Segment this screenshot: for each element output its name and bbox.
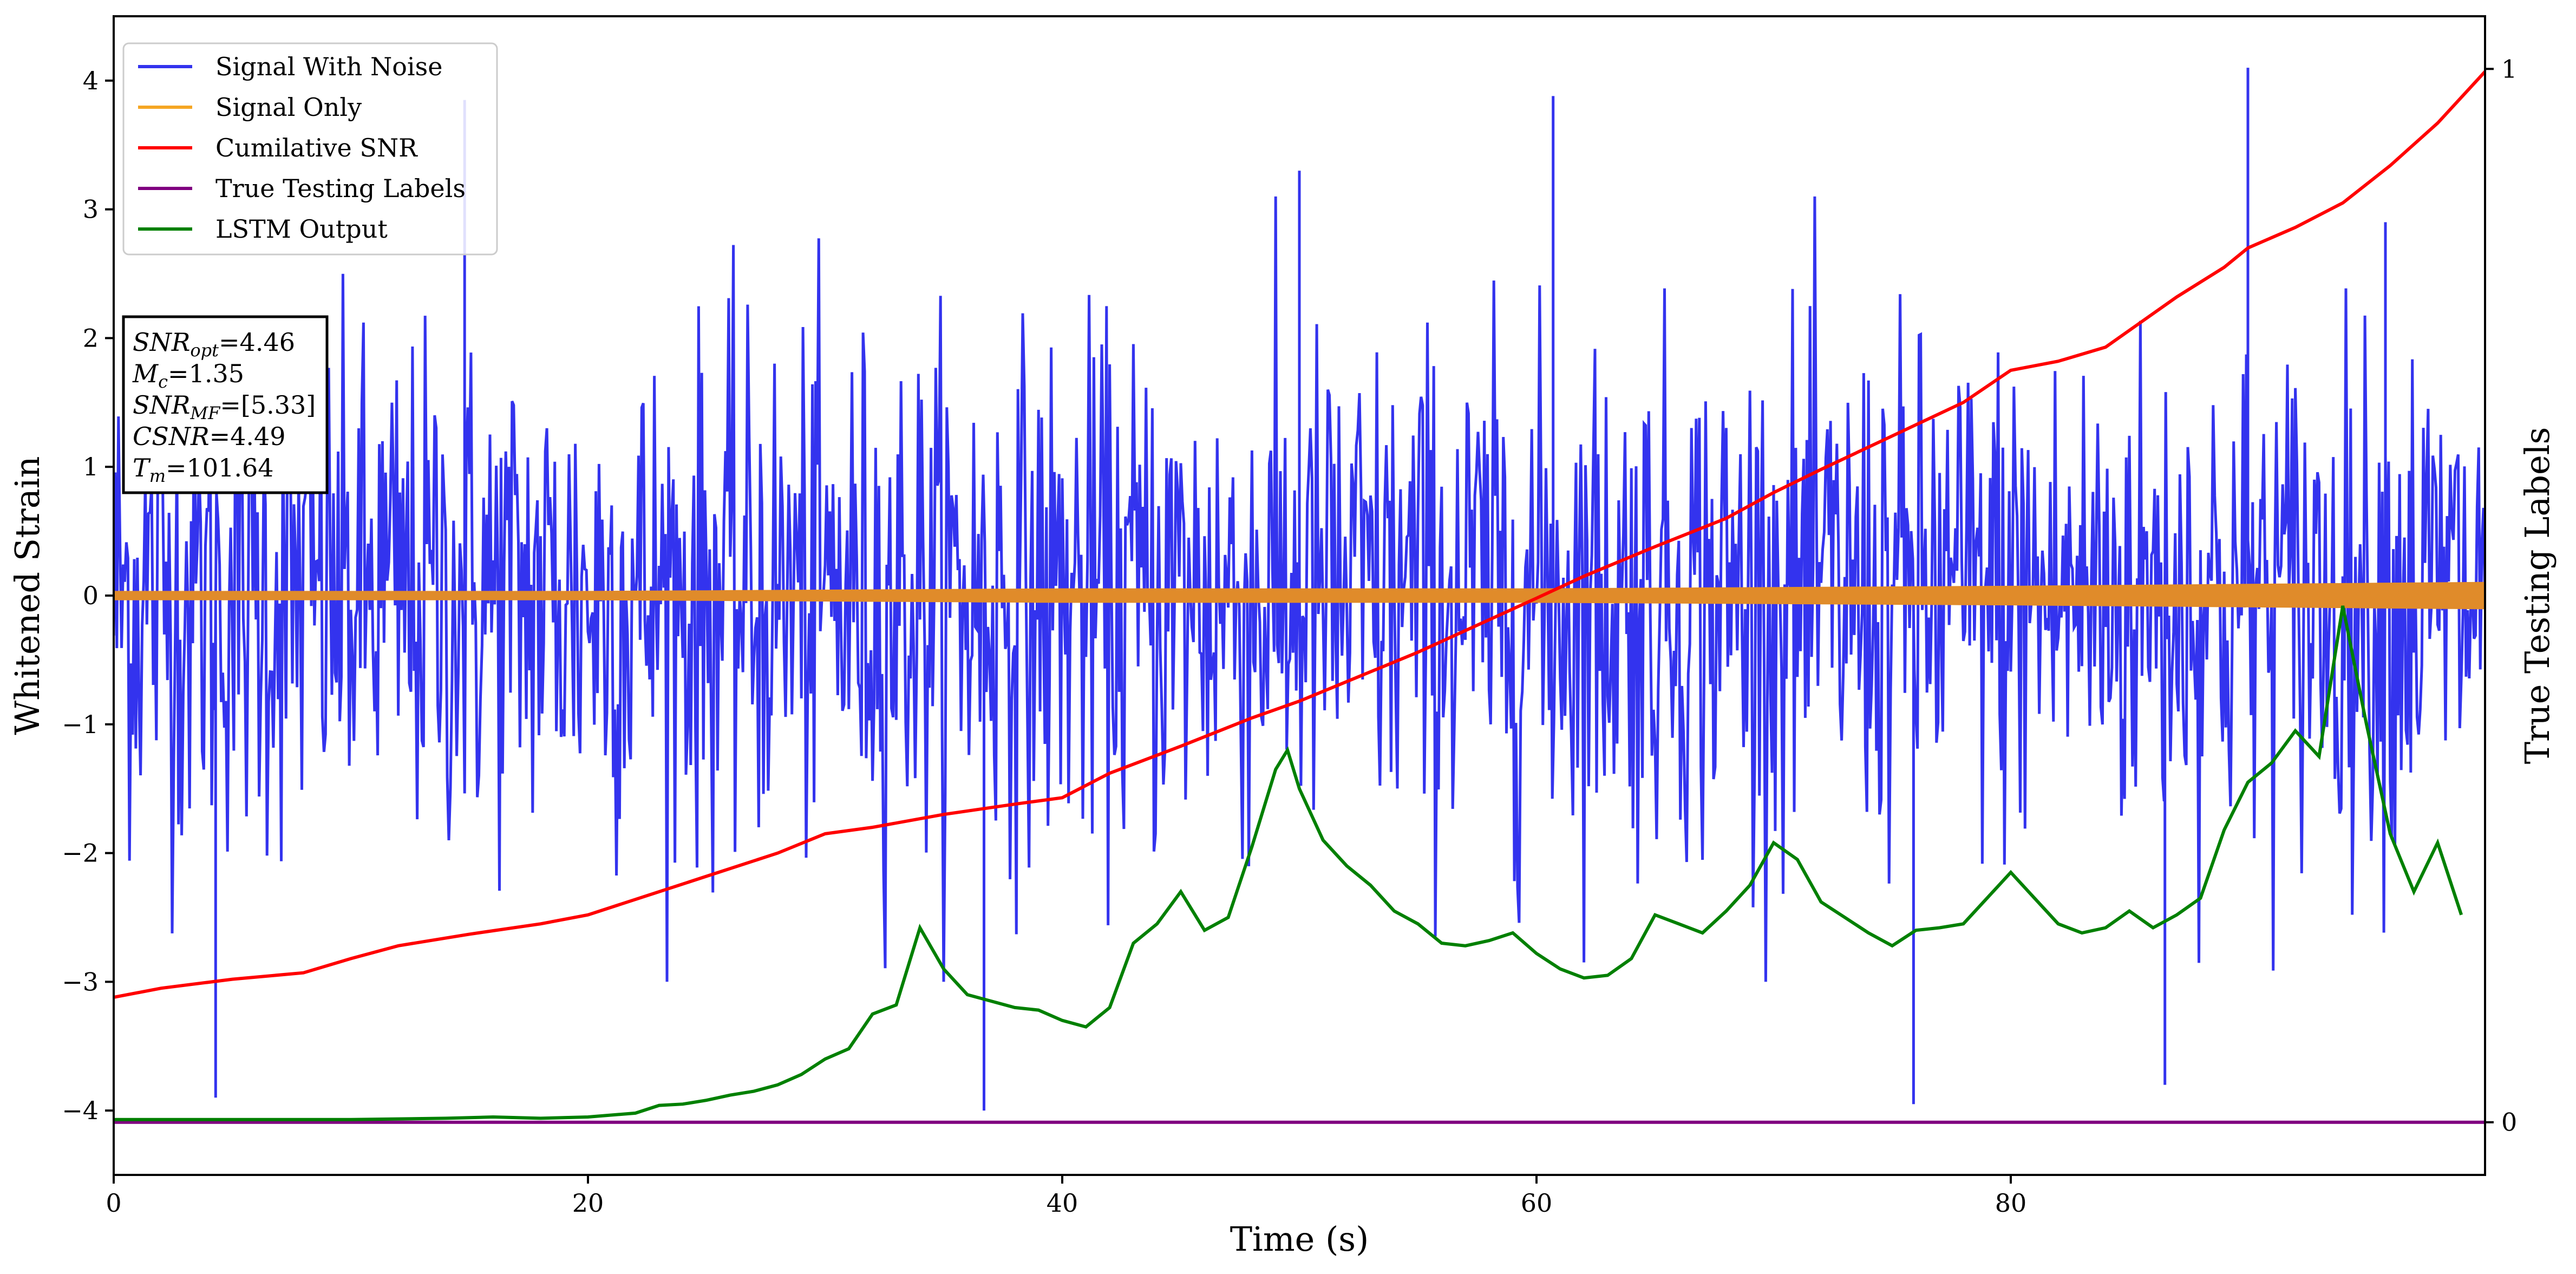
legend-label: Cumilative SNR <box>215 133 418 162</box>
legend-label: Signal With Noise <box>215 52 442 81</box>
y-tick-label: −1 <box>62 710 99 739</box>
y2-tick-label: 0 <box>2501 1108 2517 1137</box>
y-tick-label: 2 <box>83 323 99 352</box>
x-tick-label: 40 <box>1047 1188 1078 1218</box>
info-box-line: CSNR=4.49 <box>133 422 286 451</box>
legend-label: LSTM Output <box>215 214 388 244</box>
y2-axis: 01 <box>2485 54 2517 1137</box>
signal-with-noise-series <box>114 68 2485 1111</box>
x-tick-label: 60 <box>1521 1188 1553 1218</box>
parameter-info-box: SNRopt=4.46Mc=1.35SNRMF=[5.33]CSNR=4.49T… <box>122 315 329 494</box>
y2-axis-title: True Testing Labels <box>2518 427 2557 765</box>
legend: Signal With Noise Signal Only Cumilative S… <box>122 42 498 256</box>
x-tick-label: 80 <box>1995 1188 2027 1218</box>
legend-label: Signal Only <box>215 93 362 122</box>
x-tick-label: 20 <box>572 1188 604 1218</box>
y-tick-label: 3 <box>83 195 99 224</box>
y-axis: −4 −3 −2 −1 0 1 2 3 4 <box>62 66 114 1125</box>
x-axis: 0 20 40 60 80 <box>106 1175 2026 1218</box>
signal-only-series <box>114 582 2485 610</box>
x-tick-label: 0 <box>106 1188 121 1218</box>
y-tick-label: 0 <box>83 581 99 610</box>
y-tick-label: 1 <box>83 452 99 481</box>
info-box-line: Mc=1.35 <box>132 359 244 392</box>
y2-tick-label: 1 <box>2501 54 2517 83</box>
cumulative-snr-line <box>114 70 2485 999</box>
y-axis-title: Whitened Strain <box>8 456 47 735</box>
x-axis-title: Time (s) <box>1230 1219 1369 1259</box>
legend-label: True Testing Labels <box>215 174 466 203</box>
legend-box <box>122 42 498 256</box>
y-tick-label: 4 <box>83 66 99 95</box>
info-box-line: SNRopt=4.46 <box>133 328 295 361</box>
y-tick-label: −4 <box>62 1096 99 1125</box>
y-tick-label: −3 <box>62 967 99 996</box>
lstm-output-line <box>114 605 2463 1121</box>
y-tick-label: −2 <box>62 839 99 868</box>
info-box-frame <box>122 315 329 494</box>
info-box-line: Tm=101.64 <box>133 453 274 486</box>
info-box-line: SNRMF=[5.33] <box>133 390 316 423</box>
